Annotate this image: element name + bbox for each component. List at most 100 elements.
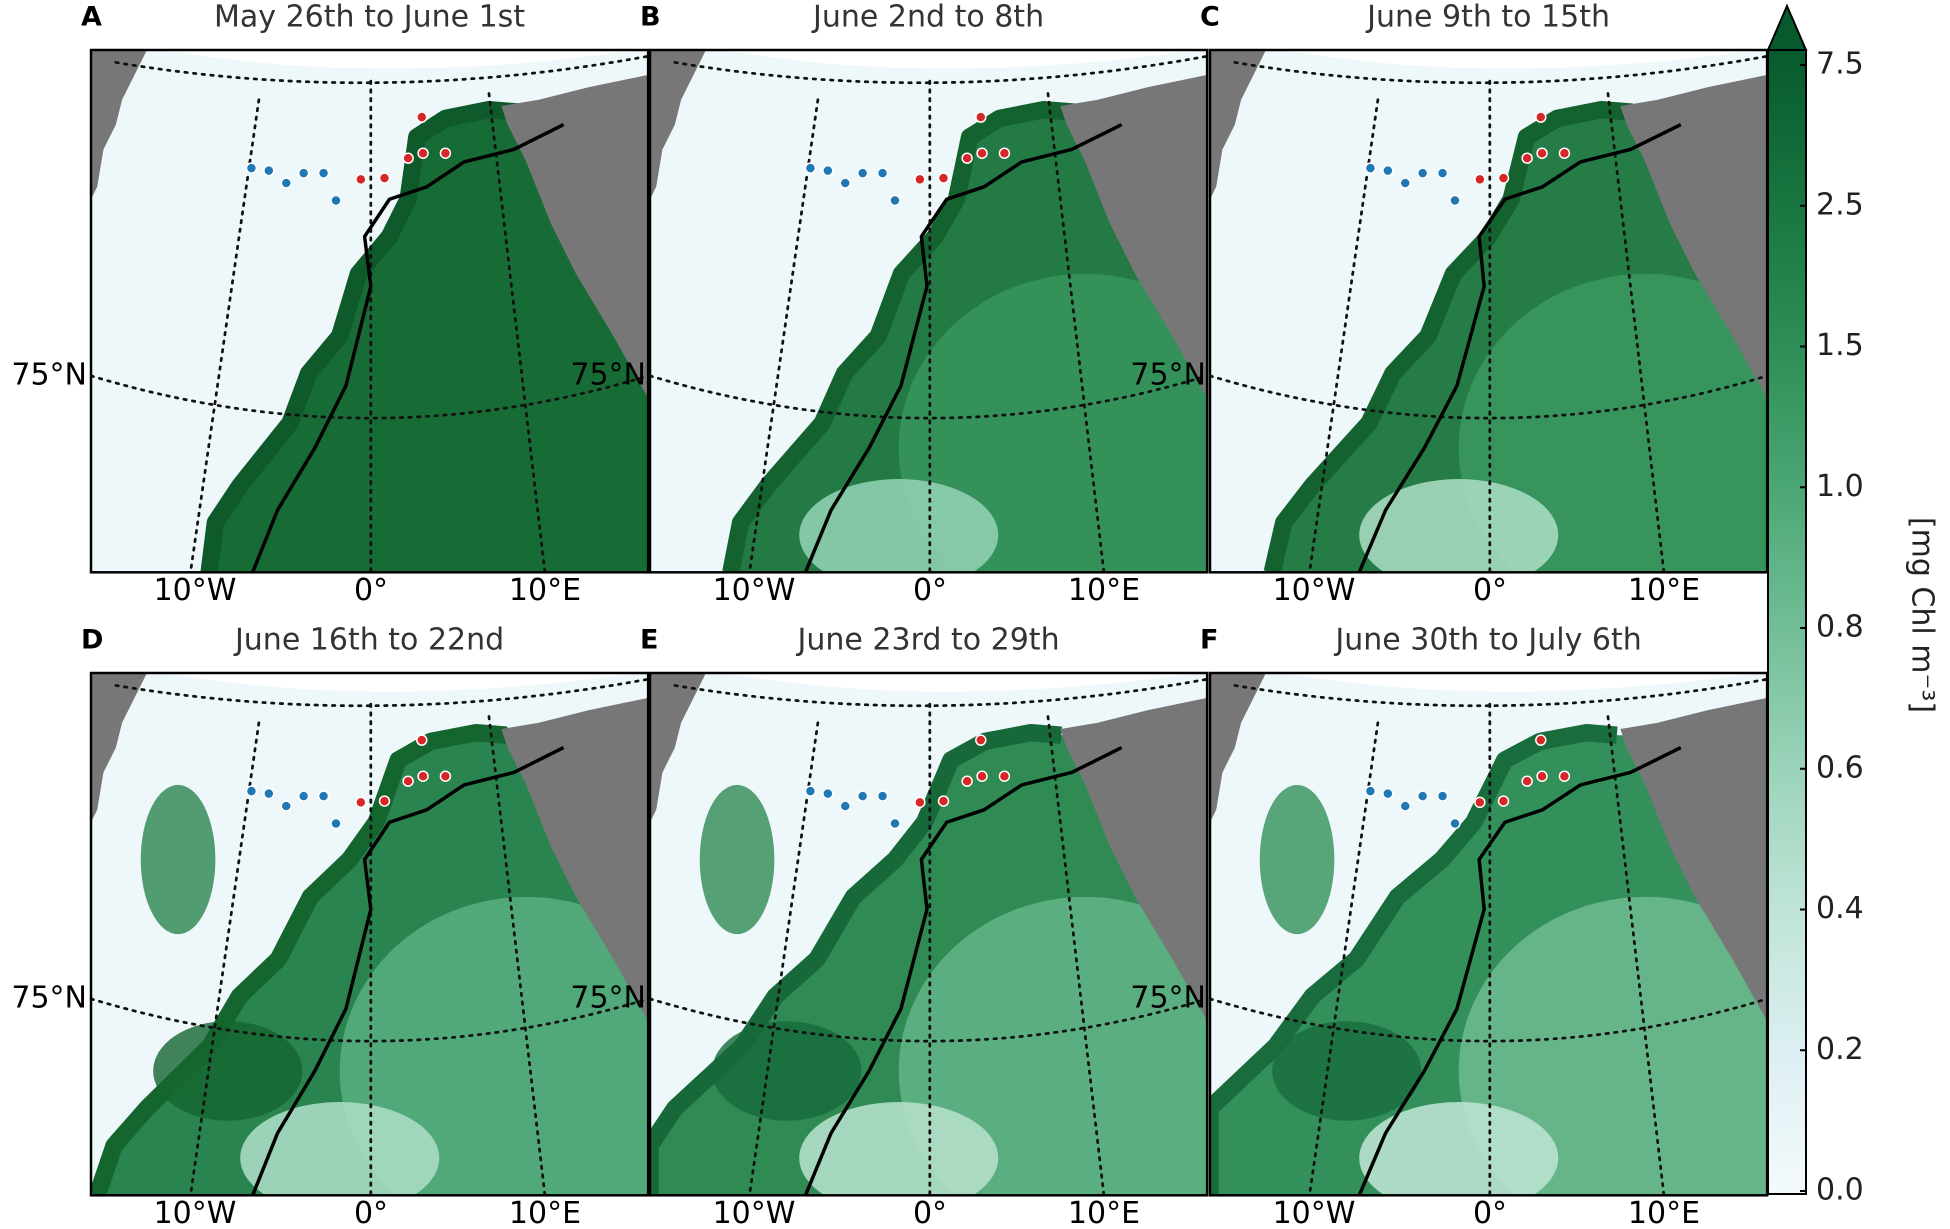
land [91,50,147,200]
panel-frame [648,671,1209,1197]
station [263,787,275,800]
colorbar-body [1767,49,1807,1195]
station [355,796,367,809]
bloom-front [722,100,1076,573]
station [1521,152,1533,164]
chlorophyll-field [799,479,999,573]
chlorophyll-field [209,109,649,573]
graticule [487,92,547,573]
station [975,734,987,746]
station [245,162,258,174]
lat-label: 75°N [11,981,87,1016]
map-content [1210,673,1768,1196]
lon-label: 10°W [1273,1196,1356,1229]
lat-label: 75°N [570,358,646,393]
panel-frame [89,671,650,1197]
station [330,817,342,830]
chlorophyll-field [1359,1102,1559,1196]
station [856,790,869,802]
panel-letter: C [1200,2,1220,33]
ice-edge [803,746,1123,1196]
station [1382,164,1394,177]
panel-title: May 26th to June 1st [214,0,525,35]
station [998,147,1011,159]
land [1210,50,1266,200]
graticule [1046,715,1106,1196]
colorbar-tick-label: 2.5 [1816,187,1864,222]
lon-label: 10°W [713,573,796,608]
station [876,167,889,179]
land [1620,74,1768,399]
graticule [91,997,649,1043]
chlorophyll-field [898,273,1208,573]
map-panel [1208,671,1769,1197]
station [439,770,452,782]
lon-label: 10°E [1068,1196,1140,1229]
chlorophyll-field [712,1021,862,1121]
station [876,790,889,802]
graticule [1210,374,1768,420]
station [402,152,414,164]
graticule [114,677,649,708]
station [889,817,901,830]
station [839,177,851,189]
station [1416,790,1429,802]
colorbar-tick-label: 0.0 [1816,1173,1864,1208]
graticule [748,721,820,1196]
station [937,795,950,807]
chlorophyll-field [153,1021,303,1121]
station [1416,167,1429,179]
arctic-cap [1284,673,1758,692]
lon-label: 10°E [1068,573,1140,608]
land [650,50,706,200]
graticule [1308,721,1380,1196]
colorbar-tick-label: 0.2 [1816,1032,1864,1067]
station [998,770,1011,782]
station [1364,162,1377,174]
lat-label: 75°N [11,358,87,393]
lon-label: 0° [1473,1196,1507,1229]
ice-edge [251,746,565,1196]
station [975,111,987,123]
station [1497,795,1510,807]
land [501,74,649,399]
station [1399,800,1411,812]
station [856,167,869,179]
map-content [1210,50,1768,573]
station [976,147,988,159]
lon-label: 0° [913,1196,947,1229]
map-panel [1208,48,1769,574]
graticule [487,715,547,1196]
arctic-cap [165,673,639,692]
graticule [748,98,820,573]
station [822,787,834,800]
station [889,194,901,207]
colorbar-extend [1766,3,1808,51]
station [416,734,428,746]
station [961,775,973,787]
station [297,790,310,802]
map-content [650,50,1208,573]
lon-label: 10°W [154,573,237,608]
chlorophyll-field [1458,273,1768,573]
graticule [114,54,649,85]
map-panel [89,48,650,574]
graticule [189,721,261,1196]
lon-label: 10°E [1628,573,1700,608]
lat-label: 75°N [570,981,646,1016]
colorbar: [mg Chl m⁻³] 0.0 0.2 0.4 0.6 0.8 1.0 1.5 2.5 7.5 [1766,3,1940,1208]
chlorophyll-field [1458,896,1768,1196]
chlorophyll-field [1259,784,1335,935]
map-content [650,673,1208,1196]
arctic-cap [724,673,1198,692]
station [297,167,310,179]
colorbar-tick-label: 1.0 [1816,469,1864,504]
station [1497,172,1510,184]
lat-label: 75°N [1130,981,1206,1016]
panel-title: June 23rd to 29th [796,623,1060,658]
station [822,164,834,177]
station [1399,177,1411,189]
chlorophyll-field [140,784,216,935]
station [355,173,367,186]
